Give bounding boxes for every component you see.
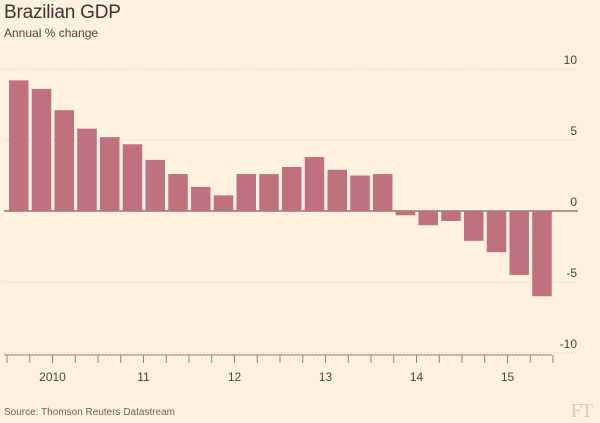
bar [327, 169, 347, 211]
bar [145, 159, 165, 211]
bar [486, 211, 507, 253]
bar [9, 80, 29, 211]
ft-logo: FT [570, 400, 593, 422]
axis-layer: 2010 11 12 13 14 15 [4, 354, 554, 384]
x-tick-label: 15 [501, 370, 515, 384]
y-tick-label: 5 [570, 124, 577, 138]
x-tick-label: 2010 [39, 370, 66, 384]
bar [168, 174, 188, 211]
bar [373, 174, 393, 211]
bar [282, 166, 302, 211]
bar [122, 144, 143, 211]
source-note: Source: Thomson Reuters Datastream [4, 407, 176, 418]
bar [54, 110, 74, 211]
bar [532, 211, 552, 297]
x-tick-label: 13 [319, 370, 333, 384]
bar [191, 186, 211, 211]
x-tick-label: 14 [410, 370, 424, 384]
bar [213, 195, 234, 211]
bar [464, 211, 484, 241]
bar [418, 211, 438, 226]
y-tick-label: -5 [566, 266, 577, 280]
bar [100, 137, 120, 211]
bar [350, 175, 370, 211]
bar [441, 211, 461, 221]
bar [509, 211, 529, 275]
bar [236, 174, 256, 211]
y-tick-label: 10 [564, 53, 578, 67]
y-tick-label: -10 [560, 337, 578, 351]
x-tick-label: 11 [137, 370, 150, 384]
bar [31, 88, 52, 211]
bar [259, 174, 279, 211]
chart-subtitle: Annual % change [4, 26, 99, 40]
bar [304, 157, 325, 211]
chart-title: Brazilian GDP [4, 2, 121, 23]
x-tick-label: 12 [228, 370, 242, 384]
y-tick-label: 0 [570, 195, 577, 209]
bar [77, 128, 97, 211]
bar-layer [9, 80, 552, 297]
bar [395, 211, 416, 216]
grid-layer: 10 5 0 -5 -10 [4, 53, 578, 354]
